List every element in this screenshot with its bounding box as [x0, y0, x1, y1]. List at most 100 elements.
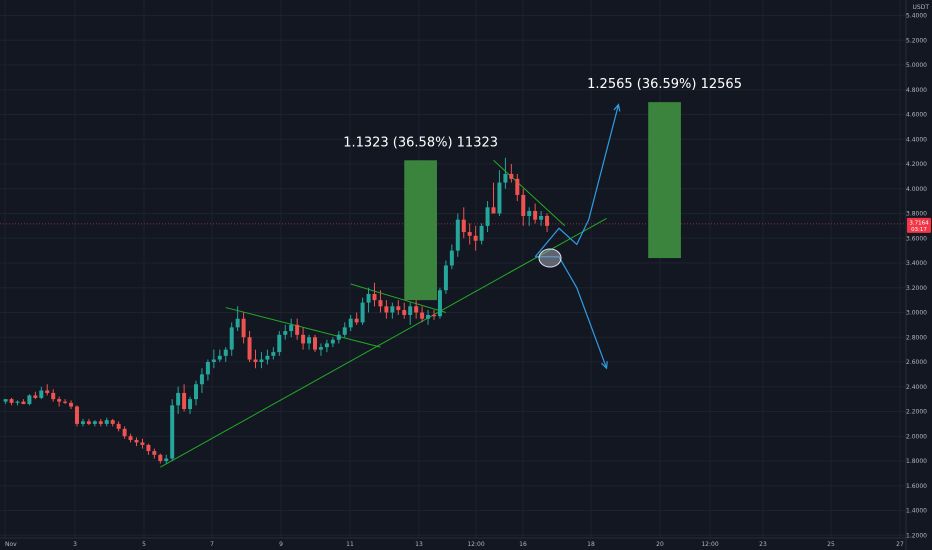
price-tick-label: 3.4000	[906, 260, 927, 267]
projections	[534, 103, 621, 370]
price-tick-label: 1.6000	[906, 483, 927, 490]
candle-up	[217, 355, 222, 360]
time-tick-label: 11	[346, 541, 354, 548]
measure-label: 1.1323 (36.58%) 11323	[343, 135, 498, 150]
price-tick-label: 5.2000	[906, 37, 927, 44]
candle-down	[116, 423, 121, 429]
price-tick-label: 2.0000	[906, 433, 927, 440]
current-price-tag	[907, 217, 931, 233]
price-tick-label: 5.0000	[906, 62, 927, 69]
measure-box[interactable]	[648, 102, 681, 259]
candle-up	[80, 421, 85, 424]
candle-up	[39, 390, 44, 398]
candle-down	[152, 451, 157, 455]
candle-up	[92, 421, 97, 424]
candle-down	[521, 194, 526, 216]
projection-up	[534, 104, 620, 258]
candle-down	[158, 454, 163, 461]
price-axis[interactable]: USDT 1.2000 1.4000 1.6000 1.8000 2.0000 2.2000…	[905, 0, 932, 550]
price-tick-label: 4.4000	[906, 136, 927, 143]
candle-down	[509, 173, 514, 179]
measure-boxes[interactable]: 1.1323 (36.58%) 11323 1.2565 (36.59%) 125…	[343, 77, 742, 301]
time-tick-label: 12:00	[701, 541, 718, 548]
candle-down	[354, 318, 359, 323]
candle-up	[176, 392, 181, 406]
candle-up	[229, 327, 234, 350]
candle-up	[3, 399, 8, 402]
time-tick-label: 13	[415, 541, 423, 548]
candle-down	[461, 219, 466, 233]
candle-down	[51, 392, 56, 400]
candle-down	[110, 420, 115, 424]
candle-down	[45, 390, 50, 393]
time-tick-label: 3	[73, 541, 77, 548]
candle-up	[527, 211, 532, 216]
candle-up	[426, 314, 431, 319]
candle-down	[533, 211, 538, 220]
candle-up	[211, 359, 216, 362]
candle-up	[497, 182, 502, 214]
candle-up	[223, 349, 228, 356]
candle-up	[259, 359, 264, 362]
candle-down	[241, 318, 246, 338]
price-tick-label: 2.4000	[906, 384, 927, 391]
candle-down	[295, 324, 300, 335]
time-tick-label: 20	[656, 541, 664, 548]
time-tick-label: Nov	[5, 541, 17, 548]
candle-up	[205, 362, 210, 375]
candle-up	[485, 207, 490, 226]
candle-up	[265, 355, 270, 360]
candle-down	[491, 207, 496, 214]
time-tick-label: 5	[142, 541, 146, 548]
candle-up	[194, 384, 198, 400]
support-line	[160, 218, 607, 468]
candle-down	[545, 215, 550, 226]
price-tick-label: 2.8000	[906, 334, 927, 341]
candle-down	[63, 401, 68, 403]
price-tick-label: 3.8000	[906, 211, 927, 218]
candle-down	[128, 436, 133, 440]
measure-label: 1.2565 (36.59%) 12565	[587, 77, 742, 92]
candle-up	[408, 306, 413, 315]
candle-down	[57, 399, 62, 402]
candle-up	[27, 395, 32, 405]
candle-up	[104, 420, 109, 424]
time-tick-label: 23	[759, 541, 767, 548]
candle-up	[277, 334, 282, 353]
price-tick-label: 1.4000	[906, 508, 927, 515]
price-tick-label: 4.8000	[906, 87, 927, 94]
candle-down	[372, 293, 377, 301]
projection-up-arrowhead	[613, 103, 621, 112]
currency-label: USDT	[913, 4, 930, 11]
candle-down	[69, 402, 74, 407]
candle-down	[247, 337, 252, 360]
time-tick-label: 16	[519, 541, 527, 548]
candle-up	[348, 318, 353, 328]
candle-up	[283, 331, 288, 335]
current-price-countdown: 03:17	[911, 227, 927, 233]
projection-down-arrowhead	[601, 361, 608, 370]
price-tick-label: 3.2000	[906, 285, 927, 292]
candle-down	[473, 235, 478, 241]
candle-down	[98, 421, 103, 424]
price-tick-label: 1.8000	[906, 458, 927, 465]
time-axis[interactable]: Nov 3 5 7 9 11 13 12:00 16 18 20 12:00 23 25 27	[0, 537, 906, 548]
candle-down	[134, 439, 139, 443]
candle-up	[366, 293, 371, 303]
time-tick-label: 27	[896, 541, 904, 548]
candle-up	[289, 324, 294, 332]
time-tick-label: 18	[587, 541, 595, 548]
candle-down	[384, 306, 389, 313]
candle-up	[307, 337, 312, 344]
candle-up	[342, 327, 347, 335]
candle-up	[479, 225, 484, 241]
candle-down	[122, 428, 127, 437]
measure-box[interactable]	[404, 160, 437, 301]
candle-down	[9, 399, 14, 403]
time-tick-label: 7	[210, 541, 214, 548]
candle-down	[301, 334, 306, 344]
candle-down	[146, 444, 151, 452]
candle-down	[253, 359, 258, 362]
candle-down	[86, 421, 91, 424]
